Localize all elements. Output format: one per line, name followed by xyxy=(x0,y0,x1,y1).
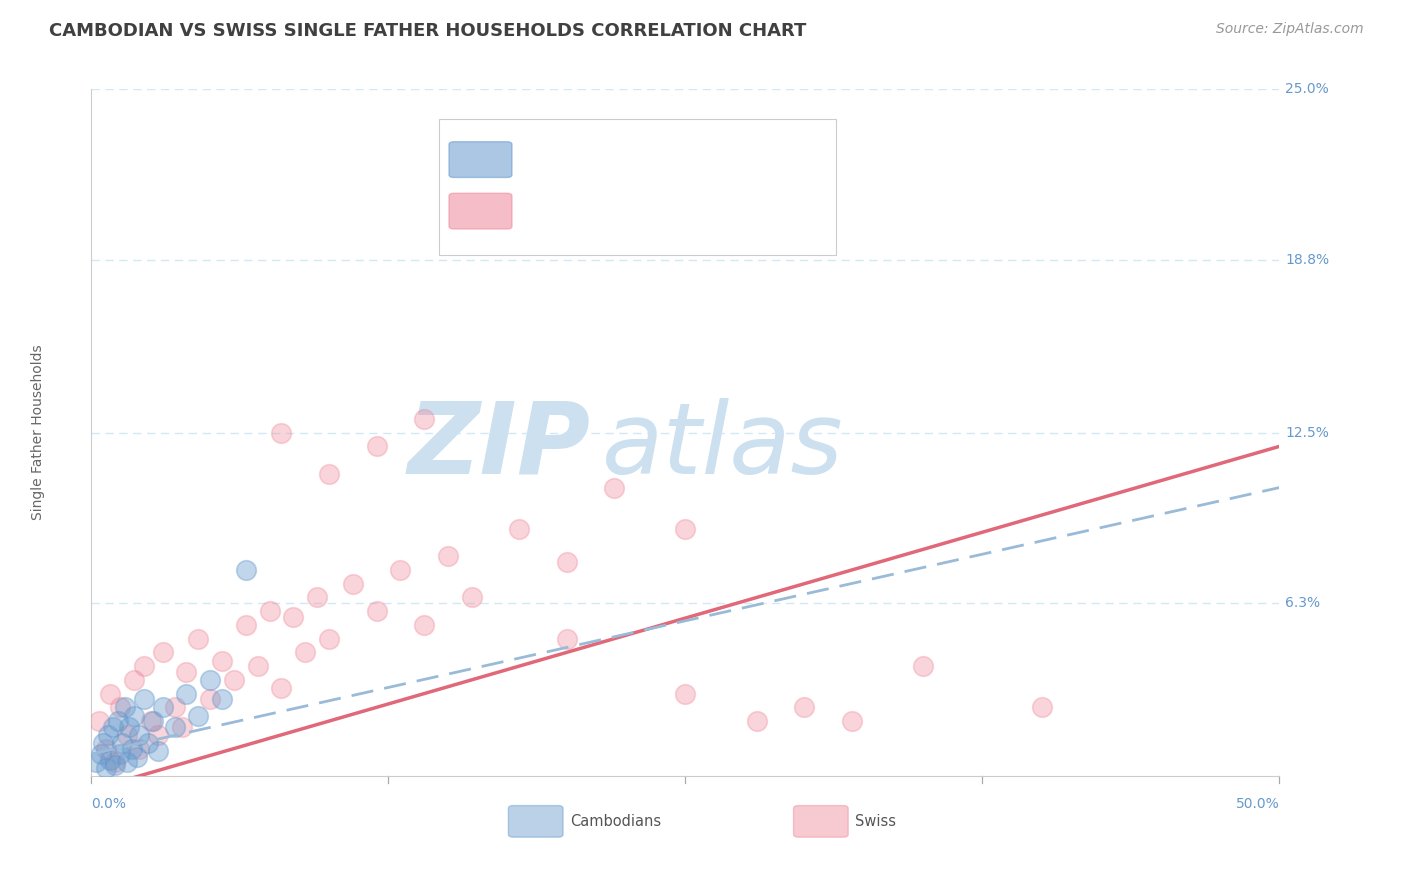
FancyBboxPatch shape xyxy=(449,194,512,229)
Point xyxy=(283,609,305,624)
Point xyxy=(793,700,815,714)
Point xyxy=(152,645,174,659)
Text: CAMBODIAN VS SWISS SINGLE FATHER HOUSEHOLDS CORRELATION CHART: CAMBODIAN VS SWISS SINGLE FATHER HOUSEHO… xyxy=(49,22,807,40)
Point xyxy=(200,692,222,706)
Point xyxy=(673,687,696,701)
Point xyxy=(100,753,122,767)
FancyBboxPatch shape xyxy=(449,142,512,178)
Point xyxy=(187,708,209,723)
Point xyxy=(259,604,281,618)
Point xyxy=(745,714,768,728)
Point xyxy=(911,659,934,673)
Point xyxy=(246,659,269,673)
Point xyxy=(294,645,316,659)
Point xyxy=(366,439,388,453)
Point xyxy=(91,736,114,750)
Point xyxy=(115,728,138,742)
Point xyxy=(235,563,257,577)
Point xyxy=(222,673,245,687)
Point xyxy=(1031,700,1053,714)
Point xyxy=(366,604,388,618)
Point xyxy=(413,618,436,632)
Point xyxy=(841,714,863,728)
Point xyxy=(101,720,124,734)
Point xyxy=(318,632,340,646)
Text: ZIP: ZIP xyxy=(408,398,591,495)
Point xyxy=(84,756,107,770)
Point xyxy=(87,714,110,728)
Text: Source: ZipAtlas.com: Source: ZipAtlas.com xyxy=(1216,22,1364,37)
Point xyxy=(94,761,117,775)
Text: 25.0%: 25.0% xyxy=(1285,82,1329,96)
Point xyxy=(211,692,233,706)
Point xyxy=(555,632,578,646)
FancyBboxPatch shape xyxy=(509,805,562,838)
Point xyxy=(100,687,122,701)
Text: 12.5%: 12.5% xyxy=(1285,425,1329,440)
Point xyxy=(114,700,136,714)
Point xyxy=(108,700,131,714)
Point xyxy=(128,741,150,756)
Point xyxy=(122,673,145,687)
Point xyxy=(146,728,169,742)
Point xyxy=(307,591,329,605)
Point xyxy=(132,692,155,706)
Point xyxy=(163,720,186,734)
Point xyxy=(108,747,131,761)
Point xyxy=(138,736,160,750)
Point xyxy=(94,741,117,756)
Point xyxy=(508,522,530,536)
Point xyxy=(460,591,482,605)
FancyBboxPatch shape xyxy=(793,805,848,838)
Point xyxy=(187,632,209,646)
Point xyxy=(122,708,145,723)
Point xyxy=(555,555,578,569)
Point xyxy=(152,700,174,714)
Point xyxy=(163,700,186,714)
Text: Swiss: Swiss xyxy=(855,814,896,829)
Point xyxy=(170,720,193,734)
Point xyxy=(413,412,436,426)
Point xyxy=(97,728,120,742)
Point xyxy=(673,522,696,536)
Point xyxy=(603,481,626,495)
Text: Single Father Households: Single Father Households xyxy=(31,345,45,520)
Point xyxy=(139,714,162,728)
Point xyxy=(146,744,169,758)
Point xyxy=(104,758,127,772)
Point xyxy=(270,681,292,695)
Point xyxy=(111,736,134,750)
Text: atlas: atlas xyxy=(602,398,844,495)
Point xyxy=(125,749,148,764)
Point xyxy=(128,728,150,742)
Text: Cambodians: Cambodians xyxy=(571,814,661,829)
Text: 50.0%: 50.0% xyxy=(1236,797,1279,811)
Text: 6.3%: 6.3% xyxy=(1285,596,1320,610)
Point xyxy=(118,720,141,734)
Point xyxy=(176,665,198,679)
Point xyxy=(90,747,112,761)
Point xyxy=(176,687,198,701)
Point xyxy=(200,673,222,687)
Point xyxy=(142,714,165,728)
Point xyxy=(342,576,364,591)
Text: 18.8%: 18.8% xyxy=(1285,252,1330,267)
Point xyxy=(318,467,340,481)
FancyBboxPatch shape xyxy=(440,119,837,255)
Point xyxy=(104,756,127,770)
Point xyxy=(121,741,143,756)
Text: R = 0.484   N = 49: R = 0.484 N = 49 xyxy=(523,203,679,219)
Point xyxy=(484,164,506,178)
Point xyxy=(235,618,257,632)
Point xyxy=(132,659,155,673)
Point xyxy=(107,714,129,728)
Point xyxy=(436,549,458,564)
Point xyxy=(211,654,233,668)
Point xyxy=(389,563,412,577)
Text: 0.0%: 0.0% xyxy=(91,797,127,811)
Point xyxy=(270,425,292,440)
Text: R = 0.202   N = 29: R = 0.202 N = 29 xyxy=(523,153,679,167)
Point xyxy=(115,756,138,770)
